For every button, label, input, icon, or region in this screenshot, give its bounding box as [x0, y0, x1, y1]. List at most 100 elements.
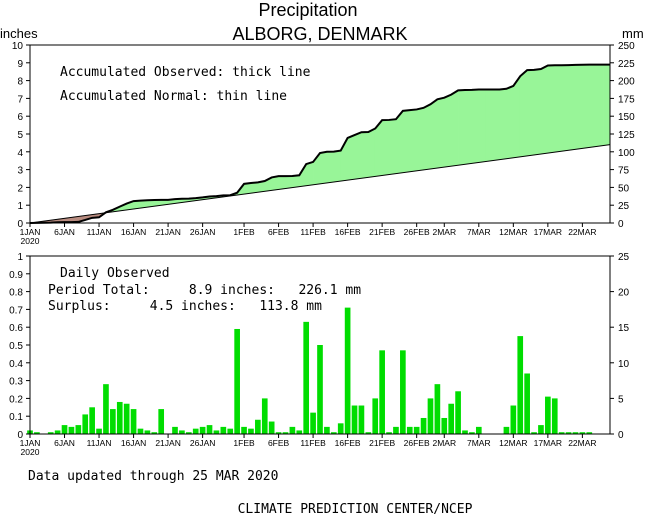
daily-panel: 00.10.20.30.40.50.60.70.80.9105101520251…: [9, 252, 629, 457]
x-tick-label: 16FEB: [335, 227, 361, 237]
daily-bar: [158, 409, 165, 434]
daily-bar: [61, 425, 68, 434]
right-tick-label: 25: [618, 252, 630, 263]
surplus-area: [478, 89, 486, 163]
surplus-area: [575, 64, 583, 150]
daily-bar: [337, 423, 344, 434]
daily-bar: [116, 401, 123, 434]
x-tick-label: 26JAN: [190, 227, 216, 237]
left-tick-label: 0.9: [9, 270, 23, 281]
surplus-area: [471, 89, 480, 164]
surplus-area: [457, 89, 466, 166]
surplus-area: [513, 75, 521, 159]
surplus-area: [519, 69, 528, 158]
surplus-area: [602, 64, 611, 146]
daily-bar: [586, 432, 593, 434]
daily-bar: [441, 417, 448, 434]
surplus-area: [305, 161, 314, 186]
x-tick-label: 17MAR: [534, 438, 562, 448]
right-tick-label: 5: [618, 394, 624, 405]
daily-bar: [558, 432, 565, 434]
daily-bar: [206, 425, 213, 434]
x-tick-label: 21JAN: [155, 227, 181, 237]
daily-bar: [123, 403, 130, 434]
daily-bar: [289, 426, 296, 434]
daily-bar: [68, 426, 75, 434]
daily-bar: [469, 432, 475, 434]
x-tick-label: 1FEB: [233, 438, 255, 448]
daily-bar: [503, 426, 510, 434]
surplus-area: [326, 151, 335, 184]
daily-bar: [344, 307, 351, 434]
right-tick-label: 175: [618, 94, 635, 105]
x-tick-label: 2MAR: [432, 438, 456, 448]
daily-bar: [82, 414, 89, 434]
right-tick-label: 125: [618, 130, 635, 141]
daily-bar: [510, 405, 517, 434]
daily-bar: [551, 398, 558, 434]
daily-bar: [358, 405, 365, 434]
daily-bar: [317, 345, 323, 434]
data-updated-note: Data updated through 25 MAR 2020: [28, 469, 278, 484]
daily-bar: [75, 425, 82, 434]
daily-bar: [144, 430, 151, 434]
accumulated-panel: 0123456789100255075100125150175200225250…: [12, 41, 635, 246]
daily-bar: [475, 426, 482, 434]
daily-bar: [220, 426, 227, 434]
daily-bar: [199, 426, 206, 434]
surplus-area: [595, 64, 604, 147]
left-tick-label: 0.6: [9, 323, 23, 334]
daily-bar: [517, 336, 524, 434]
daily-bar: [386, 432, 392, 434]
x-tick-label: 11JAN: [87, 227, 112, 237]
left-tick-label: 0.7: [9, 305, 23, 316]
daily-bar: [393, 426, 399, 434]
daily-bar: [524, 373, 530, 434]
surplus-area: [430, 98, 438, 170]
daily-bar: [379, 350, 385, 434]
right-tick-label: 250: [618, 41, 635, 52]
left-tick-label: 0.8: [9, 288, 23, 299]
daily-bars: [27, 307, 593, 434]
left-tick-label: 5: [17, 130, 23, 141]
left-tick-label: 0.1: [9, 412, 23, 423]
daily-axis: 00.10.20.30.40.50.60.70.80.9105101520251…: [9, 252, 629, 457]
surplus-area: [547, 65, 556, 154]
surplus-area: [333, 150, 341, 183]
surplus-area: [568, 64, 576, 151]
x-tick-label: 21FEB: [369, 438, 395, 448]
x-tick-label: 26FEB: [404, 227, 430, 237]
surplus-area: [437, 97, 445, 169]
left-tick-label: 4: [17, 148, 23, 159]
surplus-area: [388, 118, 397, 175]
left-tick-label: 7: [17, 94, 23, 105]
surplus-area: [285, 175, 293, 189]
x-tick-label: 1FEB: [233, 227, 255, 237]
daily-bar: [296, 430, 303, 434]
daily-bar: [261, 398, 268, 434]
x-tick-label: 22MAR: [568, 227, 596, 237]
daily-bar: [427, 398, 434, 434]
surplus-area: [354, 131, 362, 180]
daily-bar: [372, 398, 379, 434]
daily-bar: [130, 409, 137, 434]
surplus-area: [423, 103, 431, 171]
daily-bar: [248, 428, 254, 434]
daily-bar: [565, 432, 572, 434]
left-tick-label: 0.5: [9, 341, 23, 352]
credit-line: CLIMATE PREDICTION CENTER/NCEP: [238, 502, 473, 517]
left-tick-label: 1: [17, 201, 23, 212]
daily-bar: [413, 426, 420, 434]
daily-bar: [185, 432, 192, 434]
daily-bar: [192, 428, 199, 434]
x-tick-label: 11FEB: [300, 227, 326, 237]
surplus-area: [402, 109, 411, 173]
daily-bar: [151, 432, 158, 434]
daily-bar: [330, 432, 337, 434]
right-tick-label: 0: [618, 219, 624, 230]
station-name: ALBORG, DENMARK: [232, 24, 407, 44]
surplus-area: [485, 89, 493, 162]
surplus-area: [319, 151, 328, 185]
daily-bar: [54, 430, 61, 434]
